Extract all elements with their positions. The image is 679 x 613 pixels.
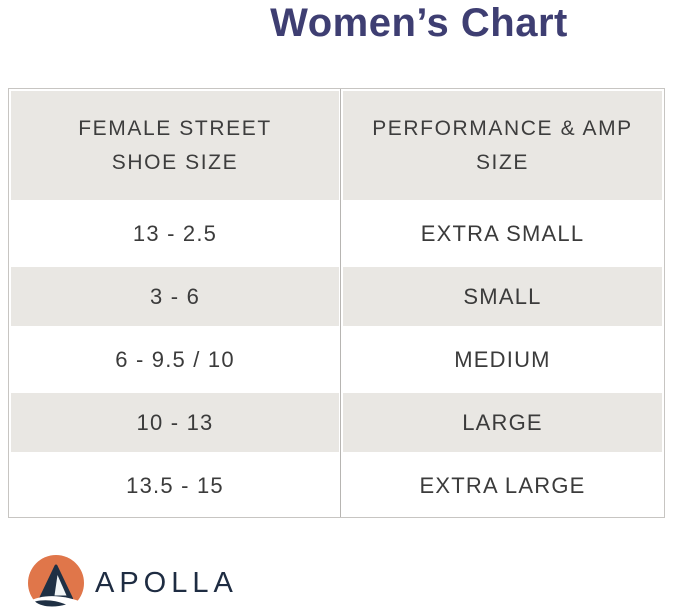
column-divider (340, 89, 341, 517)
table-row: 6 - 9.5 / 10 MEDIUM (9, 328, 664, 391)
brand-name: APOLLA (95, 566, 238, 599)
table-row: 13 - 2.5 EXTRA SMALL (9, 202, 664, 265)
shoe-size-cell: 13.5 - 15 (126, 472, 224, 498)
amp-size-cell: EXTRA SMALL (420, 220, 585, 246)
header-shoe-size: FEMALE STREET SHOE SIZE (9, 89, 341, 202)
amp-size-cell: EXTRA LARGE (419, 472, 586, 498)
table-header-row: FEMALE STREET SHOE SIZE PERFORMANCE & AM… (9, 89, 664, 202)
shoe-size-cell: 6 - 9.5 / 10 (115, 346, 235, 372)
table-row: 13.5 - 15 EXTRA LARGE (9, 454, 664, 517)
amp-size-cell: SMALL (341, 265, 664, 328)
header-amp-size: PERFORMANCE & AMP SIZE (341, 89, 664, 202)
amp-size-cell: LARGE (341, 391, 664, 454)
size-chart-table: FEMALE STREET SHOE SIZE PERFORMANCE & AM… (8, 88, 665, 518)
shoe-size-cell: 3 - 6 (9, 265, 341, 328)
shoe-size-cell: 13 - 2.5 (132, 220, 218, 246)
page-title: Women’s Chart (270, 1, 568, 45)
table-body: 13 - 2.5 EXTRA SMALL 3 - 6 SMALL 6 - 9.5 / 1… (9, 202, 664, 517)
table-row: 10 - 13 LARGE (9, 391, 664, 454)
apolla-logo-icon (28, 555, 84, 611)
shoe-size-cell: 10 - 13 (9, 391, 341, 454)
amp-size-cell: MEDIUM (454, 346, 551, 372)
table-row: 3 - 6 SMALL (9, 265, 664, 328)
brand-footer: APOLLA (28, 555, 238, 611)
